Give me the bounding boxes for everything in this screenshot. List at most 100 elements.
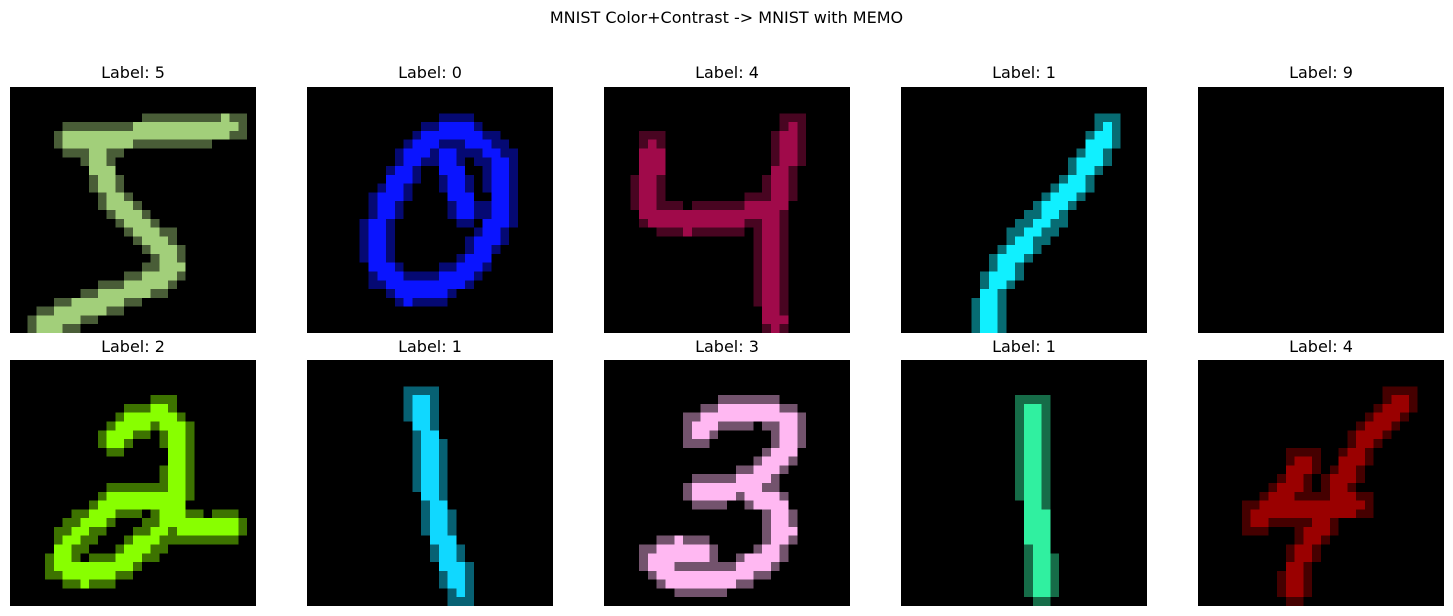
digit-pixel xyxy=(1329,483,1339,492)
digit-pixel xyxy=(97,157,107,167)
digit-pixel xyxy=(168,139,177,149)
digit-pixel xyxy=(1259,509,1269,519)
digit-pixel xyxy=(106,289,116,298)
digit-pixel xyxy=(141,500,151,510)
digit-pixel xyxy=(465,148,474,158)
digit-pixel xyxy=(779,218,789,228)
digit-pixel xyxy=(1294,588,1304,598)
digit-pixel xyxy=(141,236,151,246)
digit-pixel xyxy=(1006,253,1016,263)
digit-pixel xyxy=(718,474,727,483)
digit-pixel xyxy=(700,439,710,448)
digit-pixel xyxy=(97,174,107,184)
digit-pixel xyxy=(1032,483,1042,492)
digit-pixel xyxy=(447,210,457,219)
digit-pixel xyxy=(683,579,692,589)
figure-title: MNIST Color+Contrast -> MNIST with MEMO xyxy=(549,8,904,27)
digit-pixel xyxy=(674,535,684,545)
digit-pixel xyxy=(1356,474,1365,483)
digit-pixel xyxy=(421,130,430,140)
digit-pixel xyxy=(1015,465,1024,475)
digit-pixel xyxy=(779,447,789,457)
digit-pixel xyxy=(482,139,492,149)
digit-pixel xyxy=(500,148,510,158)
digit-pixel xyxy=(647,553,657,563)
digit-pixel xyxy=(430,518,439,527)
digit-pixel xyxy=(403,157,413,167)
digit-pixel xyxy=(1015,474,1024,483)
digit-pixel xyxy=(762,210,771,219)
digit-pixel xyxy=(727,403,736,413)
digit-pixel xyxy=(1085,166,1095,175)
digit-pixel xyxy=(421,412,430,422)
digit-pixel xyxy=(438,297,448,307)
digit-pixel xyxy=(80,535,90,545)
digit-pixel xyxy=(691,474,701,483)
digit-pixel xyxy=(412,421,422,431)
digit-pixel xyxy=(386,227,395,237)
digit-pixel xyxy=(106,447,116,457)
digit-pixel xyxy=(97,192,107,202)
digit-image-5 xyxy=(1198,87,1444,333)
digit-pixel xyxy=(97,500,107,510)
digit-pixel xyxy=(124,218,133,228)
digit-pixel xyxy=(1347,430,1357,440)
digit-pixel xyxy=(203,130,213,140)
digit-pixel xyxy=(124,403,133,413)
digit-pixel xyxy=(779,509,789,519)
digit-pixel xyxy=(124,227,133,237)
digit-pixel xyxy=(473,201,483,210)
digit-pixel xyxy=(465,174,474,184)
digit-pixel xyxy=(1024,579,1033,589)
digit-pixel xyxy=(735,553,745,563)
digit-pixel xyxy=(656,544,666,554)
digit-pixel xyxy=(691,570,701,580)
digit-pixel xyxy=(89,570,98,580)
digit-pixel xyxy=(1006,280,1016,290)
digit-pixel xyxy=(368,210,378,219)
digit-pixel xyxy=(509,166,518,175)
digit-pixel xyxy=(691,579,701,589)
digit-pixel xyxy=(735,562,745,571)
digit-pixel xyxy=(150,113,160,123)
digit-pixel xyxy=(762,227,771,237)
digit-pixel xyxy=(80,526,90,536)
digit-pixel xyxy=(212,113,221,123)
digit-pixel xyxy=(229,122,239,131)
digit-pixel xyxy=(430,544,439,554)
digit-pixel xyxy=(735,201,745,210)
digit-pixel xyxy=(770,201,780,210)
digit-pixel xyxy=(709,544,719,554)
digit-pixel xyxy=(1067,201,1077,210)
digit-pixel xyxy=(709,403,719,413)
digit-pixel xyxy=(1024,430,1033,440)
digit-pixel xyxy=(779,130,789,140)
digit-pixel xyxy=(1041,491,1051,501)
digit-pixel xyxy=(1277,579,1286,589)
digit-pixel xyxy=(647,218,657,228)
digit-pixel xyxy=(36,324,46,333)
digit-pixel xyxy=(762,491,771,501)
digit-pixel xyxy=(27,315,37,325)
digit-pixel xyxy=(683,544,692,554)
digit-image-2 xyxy=(307,87,553,333)
digit-pixel xyxy=(988,315,998,325)
digit-pixel xyxy=(779,262,789,272)
digit-image-6 xyxy=(10,360,256,606)
digit-pixel xyxy=(1015,412,1024,422)
digit-pixel xyxy=(150,500,160,510)
digit-pixel xyxy=(456,157,466,167)
digit-pixel xyxy=(430,535,439,545)
digit-pixel xyxy=(509,148,518,158)
digit-pixel xyxy=(212,518,221,527)
digit-pixel xyxy=(150,403,160,413)
digit-pixel xyxy=(80,315,90,325)
digit-pixel xyxy=(150,253,160,263)
digit-pixel xyxy=(788,192,798,202)
digit-pixel xyxy=(176,465,186,475)
digit-pixel xyxy=(106,157,116,167)
digit-pixel xyxy=(770,553,780,563)
digit-pixel xyxy=(229,526,239,536)
digit-pixel xyxy=(124,544,133,554)
digit-pixel xyxy=(133,509,142,519)
